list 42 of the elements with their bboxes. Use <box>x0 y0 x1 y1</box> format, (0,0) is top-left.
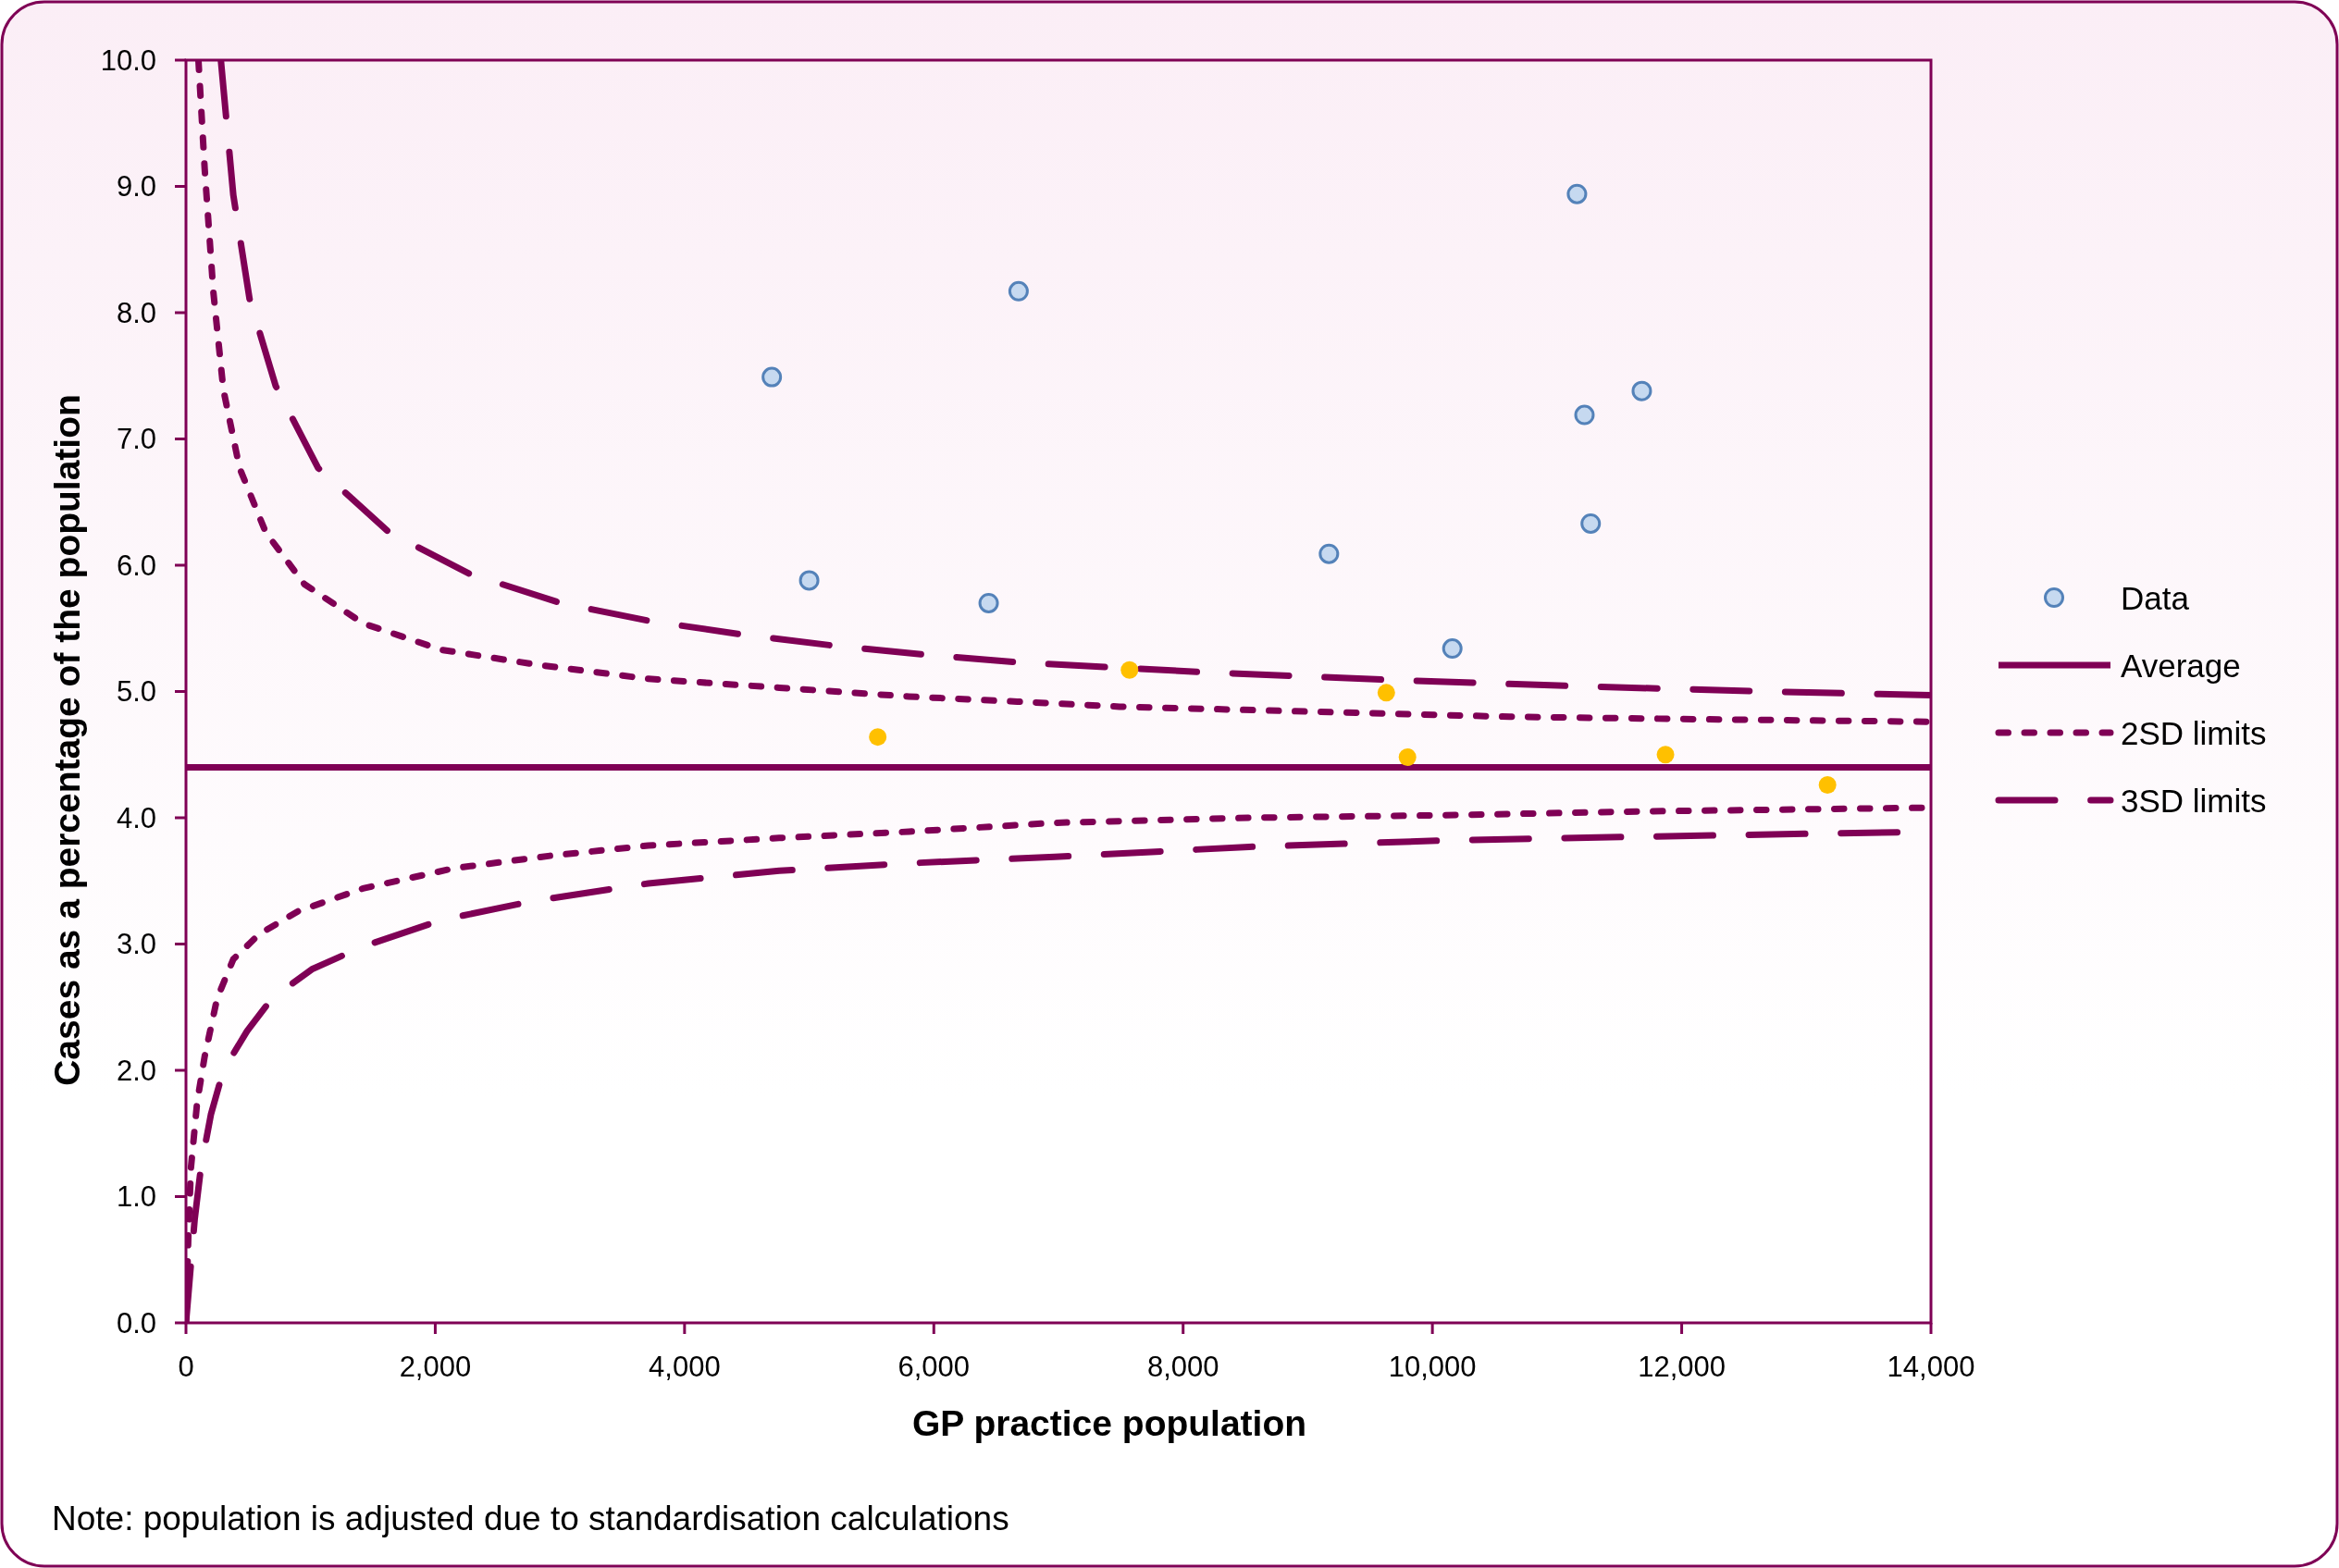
x-tick-label: 0 <box>178 1350 194 1383</box>
y-tick-label: 10.0 <box>100 43 156 77</box>
point <box>1120 661 1139 679</box>
x-tick-label: 2,000 <box>399 1350 472 1383</box>
y-tick-label: 8.0 <box>116 296 156 329</box>
legend-label: Data <box>2121 579 2190 616</box>
x-tick-label: 14,000 <box>1887 1350 1975 1383</box>
y-tick-label: 5.0 <box>116 675 156 708</box>
y-axis-title: Cases as a percentage of the population <box>46 394 87 1086</box>
point <box>1398 747 1417 766</box>
point <box>1566 183 1588 204</box>
legend-label: 3SD limits <box>2121 782 2267 819</box>
x-tick-label: 12,000 <box>1638 1350 1726 1383</box>
point <box>761 366 783 388</box>
point <box>798 570 820 591</box>
y-tick-label: 7.0 <box>116 423 156 455</box>
point <box>1318 543 1340 564</box>
x-tick-label: 4,000 <box>649 1350 721 1383</box>
x-tick-label: 8,000 <box>1146 1350 1219 1383</box>
legend-label: 2SD limits <box>2121 714 2267 751</box>
y-tick-label: 9.0 <box>116 170 156 203</box>
y-tick-label: 2.0 <box>116 1054 156 1087</box>
x-tick-label: 6,000 <box>897 1350 971 1383</box>
y-tick-label: 4.0 <box>116 801 156 834</box>
x-tick-label: 10,000 <box>1388 1350 1477 1383</box>
text: Note: population is adjusted due to standardisation calculations <box>52 1499 1009 1537</box>
point <box>1656 746 1675 764</box>
point <box>1442 638 1463 660</box>
point <box>978 592 999 613</box>
point <box>1574 404 1595 426</box>
x-axis-title: GP practice population <box>911 1402 1307 1443</box>
legend-label: Average <box>2121 647 2241 684</box>
y-tick-label: 1.0 <box>116 1180 156 1213</box>
point <box>869 728 887 747</box>
y-tick-label: 0.0 <box>116 1306 156 1340</box>
y-tick-label: 6.0 <box>116 549 156 582</box>
point <box>1631 380 1652 401</box>
point <box>1008 280 1029 302</box>
point <box>1377 684 1395 702</box>
y-tick-label: 3.0 <box>116 928 156 960</box>
point <box>1580 512 1602 534</box>
point <box>1818 776 1837 795</box>
